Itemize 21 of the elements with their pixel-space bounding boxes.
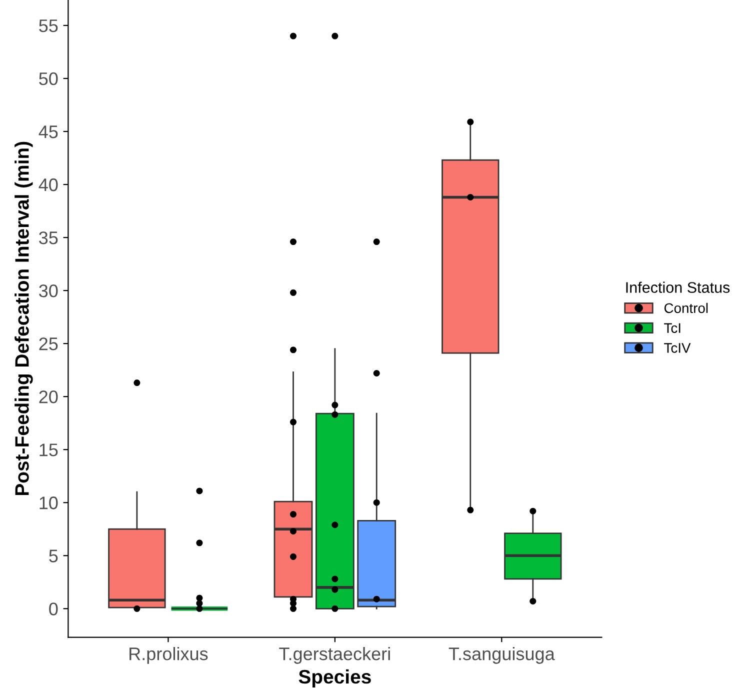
y-tick-label: 50 [39,72,58,86]
x-tick-label: R.prolixus [130,646,208,664]
y-axis-title: Post-Feeding Defecation Interval (min) [14,142,33,496]
y-tick-label: 55 [39,20,58,32]
y-tick-label: 15 [40,444,58,456]
y-tick-label: 30 [39,284,58,298]
x-tick-label: T.sanguisuga [448,646,555,664]
legend-label: Control [664,302,708,314]
y-tick-label: 25 [39,337,58,350]
x-axis-title: Species [298,669,371,688]
legend-label: TcIV [664,343,691,353]
y-tick-label: 0 [49,602,58,616]
legend-label: TcI [664,323,680,333]
y-tick-label: 10 [40,496,58,510]
y-tick-label: 5 [49,550,58,562]
legend-title: Infection Status [626,282,730,293]
y-tick-label: 40 [38,178,58,192]
x-tick-label: T.gerstaeckeri [279,646,390,664]
y-tick-label: 20 [39,390,58,404]
y-tick-label: 45 [38,126,58,138]
y-tick-label: 35 [39,231,58,244]
